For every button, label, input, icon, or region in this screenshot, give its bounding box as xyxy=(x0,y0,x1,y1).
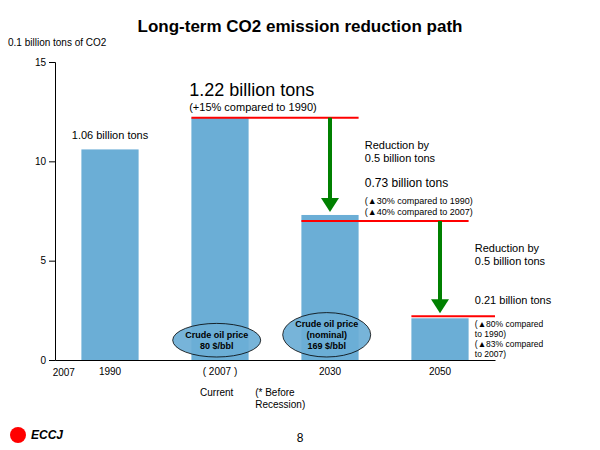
x-tick: 1990 xyxy=(99,366,122,377)
annotation: (▲30% compared to 1990)(▲40% compared to… xyxy=(365,196,473,217)
text-line: Crude oil price xyxy=(185,330,248,340)
logo-mark xyxy=(10,427,26,443)
annotation: 1.22 billion tons xyxy=(189,80,314,100)
annotation: 1.06 billion tons xyxy=(72,129,149,141)
y-tick: 15 xyxy=(35,57,55,68)
y-tick-mark xyxy=(49,161,55,162)
y-tick-label: 0 xyxy=(40,355,46,366)
text-line: 1.22 billion tons xyxy=(189,80,314,100)
x-axis: 1990 ( 2007 ) 2030 2050 xyxy=(56,361,496,378)
annotation: Current xyxy=(200,387,234,398)
text-line: (▲83% compared xyxy=(475,339,544,349)
annotation: 0.21 billion tons xyxy=(475,294,552,306)
text-line: Recession) xyxy=(255,399,305,410)
callout-text: Crude oil price80 $/bbl xyxy=(185,330,248,351)
text-line: 0.21 billion tons xyxy=(475,294,552,306)
x-tick-label: 1990 xyxy=(99,366,122,377)
text-line: 8 xyxy=(297,431,304,445)
bar xyxy=(411,318,468,360)
text-line: to 1990) xyxy=(475,329,506,339)
annotation: Reduction by0.5 billion tons xyxy=(365,139,436,164)
x-tick-label: 2050 xyxy=(429,366,452,377)
text-line: to 2007) xyxy=(475,349,506,359)
y-tick-mark xyxy=(49,62,55,63)
text-line: Long-term CO2 emission reduction path xyxy=(138,17,463,36)
arrow xyxy=(321,118,339,212)
x-tick-label: ( 2007 ) xyxy=(203,366,237,377)
text-line: (nominal) xyxy=(306,330,347,340)
x-tick: 2030 xyxy=(319,366,342,377)
annotation: (▲80% comparedto 1990)(▲83% comparedto 2… xyxy=(475,319,544,360)
y-tick: 0 xyxy=(40,355,55,366)
text-line: Crude oil price xyxy=(295,319,358,329)
x-tick-label: 2030 xyxy=(319,366,342,377)
text-line: (+15% compared to 1990) xyxy=(189,101,317,113)
annotation: (* BeforeRecession) xyxy=(255,387,305,410)
chart-svg: Long-term CO2 emission reduction path 0.1… xyxy=(0,0,600,450)
y-tick-label: 10 xyxy=(35,156,47,167)
reference-line xyxy=(411,315,495,317)
x-axis-line xyxy=(56,360,496,361)
text-line: (▲30% compared to 1990) xyxy=(365,196,473,206)
arrow-shaft xyxy=(328,118,332,200)
annotation: 0.73 billion tons xyxy=(365,176,448,190)
x-tick: ( 2007 ) xyxy=(203,366,237,377)
y-tick-mark xyxy=(49,360,55,361)
text-line: Reduction by xyxy=(475,242,540,254)
text-line: 2007 xyxy=(53,367,76,378)
text-line: 0.5 billion tons xyxy=(365,152,436,164)
x-tick: 2050 xyxy=(429,366,452,377)
y-axis-title: 0.1 billion tons of CO2 xyxy=(8,37,107,48)
text-line: Current xyxy=(200,387,234,398)
text-line: 0.5 billion tons xyxy=(475,255,546,267)
y-axis: 0 5 10 15 xyxy=(35,57,56,366)
y-axis-line xyxy=(49,63,56,361)
y-tick: 5 xyxy=(40,255,55,266)
callout-text: Crude oil price(nominal)169 $/bbl xyxy=(295,319,358,351)
arrow-head xyxy=(321,198,339,212)
footer: 8 xyxy=(297,431,304,445)
text-line: 0.73 billion tons xyxy=(365,176,448,190)
arrow-shaft xyxy=(438,221,442,301)
chart-title: Long-term CO2 emission reduction path xyxy=(138,17,463,36)
logo-text: ECCJ xyxy=(31,428,63,442)
arrow-head xyxy=(431,299,449,313)
text-line: 0.1 billion tons of CO2 xyxy=(8,37,107,48)
text-line: (▲40% compared to 2007) xyxy=(365,207,473,217)
y-tick: 10 xyxy=(35,156,55,167)
text-line: 169 $/bbl xyxy=(307,341,346,351)
y-tick-mark xyxy=(49,261,55,262)
annotations: 1.06 billion tons 1.22 billion tons(+15% … xyxy=(10,80,552,445)
plot-area xyxy=(81,118,495,360)
y-tick-label: 15 xyxy=(35,57,47,68)
text-line: ECCJ xyxy=(31,428,63,442)
text-line: 80 $/bbl xyxy=(200,341,234,351)
callout xyxy=(283,313,371,357)
reference-line xyxy=(301,220,468,222)
annotation: Reduction by0.5 billion tons xyxy=(475,242,546,267)
callout xyxy=(173,323,261,357)
text-line: Reduction by xyxy=(365,139,430,151)
arrow xyxy=(431,221,449,313)
bar xyxy=(81,149,138,360)
annotation: (+15% compared to 1990) xyxy=(189,101,317,113)
reference-line xyxy=(191,117,358,119)
y-tick-label: 5 xyxy=(40,255,46,266)
annotation: 2007 xyxy=(53,367,76,378)
text-line: (▲80% compared xyxy=(475,319,544,329)
text-line: 1.06 billion tons xyxy=(72,129,149,141)
text-line: (* Before xyxy=(255,387,295,398)
